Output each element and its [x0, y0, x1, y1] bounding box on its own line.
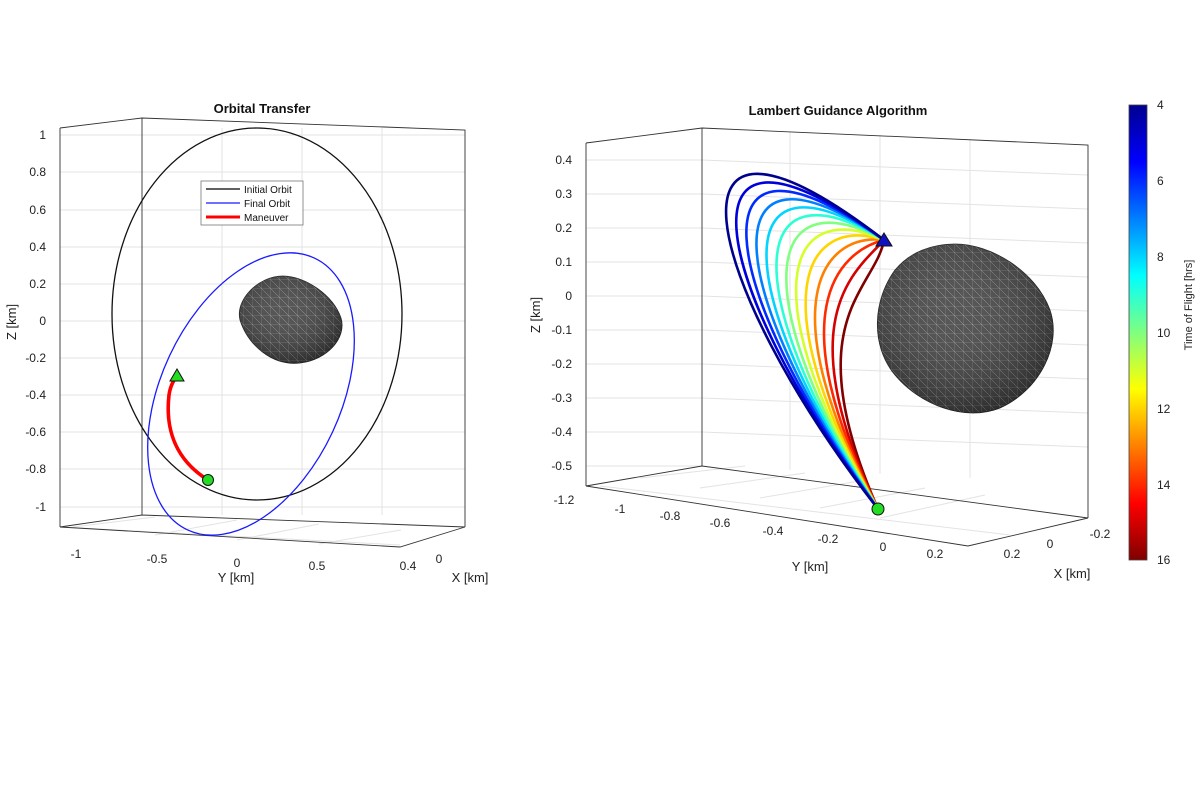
right-title: Lambert Guidance Algorithm	[749, 103, 928, 118]
z-tick-label: 0.6	[29, 203, 46, 217]
trajectory-tof-7	[755, 197, 885, 510]
final-orbit-line	[147, 252, 355, 536]
z-tick-label: 0.2	[555, 221, 572, 235]
right-z-axis-label: Z [km]	[528, 297, 543, 333]
right-x-axis-label: X [km]	[1054, 566, 1091, 581]
y-tick-label: 0	[880, 540, 887, 554]
start-marker	[871, 502, 885, 516]
colorbar-tick-label: 6	[1157, 174, 1164, 188]
trajectory-tof-5	[735, 181, 885, 510]
trajectory-tof-10	[785, 221, 885, 510]
left-title: Orbital Transfer	[214, 101, 311, 116]
colorbar-tick-label: 4	[1157, 98, 1164, 112]
colorbar-tick-label: 16	[1157, 553, 1171, 567]
legend-label: Maneuver	[244, 213, 289, 224]
left-axes-box	[59, 117, 466, 548]
target-marker	[875, 232, 893, 247]
colorbar: 4 6 8 10 12 14 16 Time of Flight [hrs]	[1128, 98, 1195, 567]
x-tick-label: 0.4	[400, 559, 417, 573]
left-y-ticks: -1 -0.5 0 0.5	[71, 547, 326, 573]
y-tick-label: 0.5	[309, 559, 326, 573]
colorbar-tick-label: 8	[1157, 250, 1164, 264]
colorbar-gradient	[1128, 104, 1148, 561]
y-tick-label: -0.6	[710, 516, 731, 530]
z-tick-label: 0.8	[29, 165, 46, 179]
right-x-ticks: 0.2 0 -0.2	[1004, 527, 1111, 561]
colorbar-tick-label: 14	[1157, 478, 1171, 492]
right-asteroid	[876, 243, 1054, 414]
colorbar-tick-label: 12	[1157, 402, 1171, 416]
z-tick-label: 0.4	[29, 240, 46, 254]
right-y-axis-label: Y [km]	[792, 559, 829, 574]
left-y-axis-label: Y [km]	[218, 570, 255, 585]
left-asteroid	[238, 275, 343, 364]
left-z-axis-label: Z [km]	[4, 304, 19, 340]
trajectory-tof-8	[765, 206, 885, 510]
x-tick-label: 0	[1047, 537, 1054, 551]
z-tick-label: 0	[565, 289, 572, 303]
trajectory-tof-12	[804, 234, 885, 510]
orbital-transfer-plot: Orbital Transfer	[4, 101, 488, 585]
x-tick-label: 0	[436, 552, 443, 566]
right-axes-box	[585, 127, 1089, 547]
trajectory-tof-14	[822, 238, 885, 510]
legend-label: Initial Orbit	[244, 185, 292, 196]
trajectory-tof-11	[794, 228, 885, 510]
trajectory-tof-6	[745, 189, 885, 510]
lambert-trajectories	[724, 172, 886, 510]
start-marker	[202, 474, 214, 486]
x-tick-label: 0.2	[1004, 547, 1021, 561]
legend-label: Final Orbit	[244, 199, 290, 210]
trajectory-tof-4	[724, 172, 885, 510]
z-tick-label: -0.2	[551, 357, 572, 371]
z-tick-label: -0.1	[551, 323, 572, 337]
y-tick-label: -1	[71, 547, 82, 561]
y-tick-label: -1	[615, 502, 626, 516]
right-y-ticks: -1.2 -1 -0.8 -0.6 -0.4 -0.2 0 0.2	[554, 493, 944, 561]
z-tick-label: 0.1	[555, 255, 572, 269]
z-tick-label: -0.5	[551, 459, 572, 473]
left-x-axis-label: X [km]	[452, 570, 489, 585]
z-tick-label: -0.6	[25, 425, 46, 439]
end-marker	[169, 368, 185, 382]
trajectory-tof-13	[813, 238, 885, 510]
left-z-ticks: 1 0.8 0.6 0.4 0.2 0 -0.2 -0.4 -0.6 -0.8 …	[25, 128, 46, 514]
maneuver-line	[166, 374, 209, 482]
z-tick-label: 0.4	[555, 153, 572, 167]
colorbar-tick-label: 10	[1157, 326, 1171, 340]
y-tick-label: -1.2	[554, 493, 575, 507]
colorbar-label: Time of Flight [hrs]	[1183, 260, 1195, 351]
y-tick-label: -0.8	[660, 509, 681, 523]
z-tick-label: -0.3	[551, 391, 572, 405]
left-x-ticks: 0.4 0	[400, 552, 443, 573]
z-tick-label: -1	[35, 500, 46, 514]
trajectory-tof-16	[839, 239, 886, 510]
z-tick-label: -0.4	[25, 388, 46, 402]
y-tick-label: 0.2	[927, 547, 944, 561]
y-tick-label: -0.2	[818, 532, 839, 546]
y-tick-label: -0.4	[763, 524, 784, 538]
lambert-guidance-plot: Lambert Guidance Algorithm 0.4 0.3 0.	[528, 98, 1195, 581]
z-tick-label: 0	[39, 314, 46, 328]
y-tick-label: 0	[234, 556, 241, 570]
z-tick-label: -0.4	[551, 425, 572, 439]
z-tick-label: 0.2	[29, 277, 46, 291]
z-tick-label: -0.2	[25, 351, 46, 365]
initial-orbit-line	[111, 127, 403, 501]
z-tick-label: 1	[39, 128, 46, 142]
z-tick-label: -0.8	[25, 462, 46, 476]
x-tick-label: -0.2	[1090, 527, 1111, 541]
z-tick-label: 0.3	[555, 187, 572, 201]
y-tick-label: -0.5	[147, 552, 168, 566]
trajectory-tof-15	[831, 239, 885, 510]
right-z-ticks: 0.4 0.3 0.2 0.1 0 -0.1 -0.2 -0.3 -0.4 -0…	[551, 153, 572, 473]
trajectory-tof-9	[775, 214, 885, 510]
left-legend: Initial Orbit Final Orbit Maneuver	[200, 180, 304, 226]
